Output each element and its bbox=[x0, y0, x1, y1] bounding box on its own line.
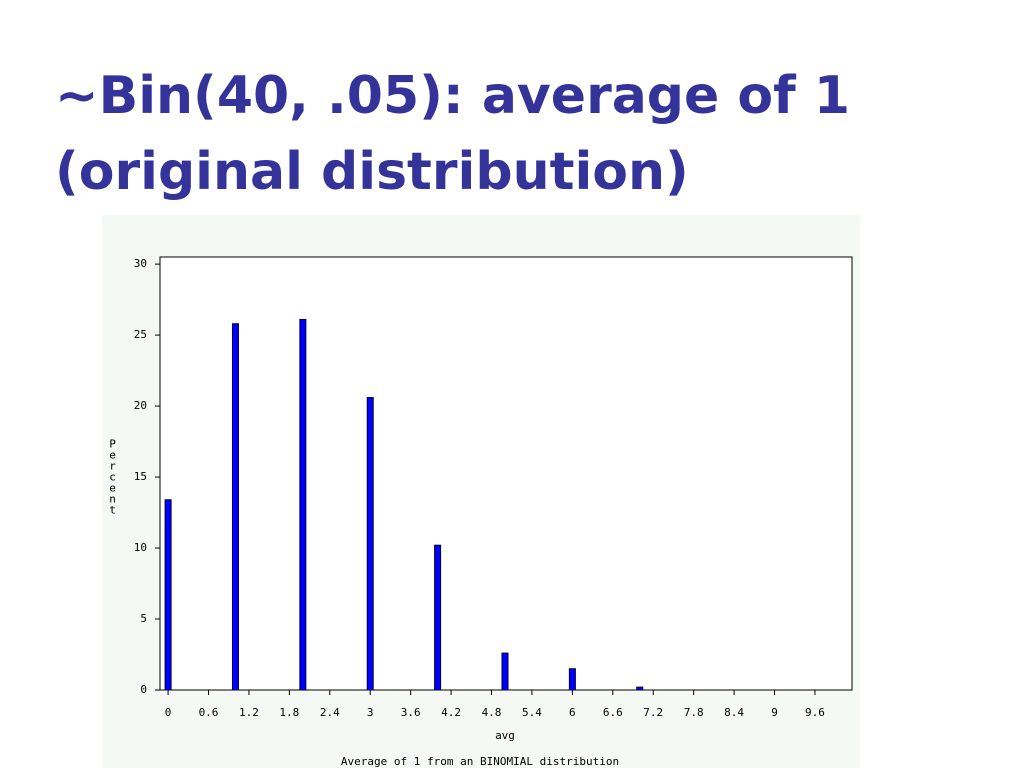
y-tick-label: 25 bbox=[134, 328, 147, 341]
slide-title: ~Bin(40, .05): average of 1 (original di… bbox=[55, 66, 851, 202]
x-axis-label: avg bbox=[495, 729, 515, 742]
bar bbox=[501, 652, 509, 691]
x-tick-label: 8.4 bbox=[724, 706, 744, 719]
x-tick-label: 0.6 bbox=[199, 706, 219, 719]
x-tick-label: 7.8 bbox=[684, 706, 704, 719]
bar bbox=[434, 544, 442, 691]
x-tick-label: 5.4 bbox=[522, 706, 542, 719]
x-tick-label: 9 bbox=[771, 706, 778, 719]
x-tick-label: 3.6 bbox=[401, 706, 421, 719]
y-tick-label: 5 bbox=[140, 612, 147, 625]
bar bbox=[164, 499, 172, 691]
x-tick-label: 2.4 bbox=[320, 706, 340, 719]
y-tick-label: 0 bbox=[140, 683, 147, 696]
y-axis-label: Percent bbox=[106, 438, 119, 515]
x-tick-label: 4.2 bbox=[441, 706, 461, 719]
x-tick-label: 1.8 bbox=[279, 706, 299, 719]
x-tick-label: 9.6 bbox=[805, 706, 825, 719]
bar bbox=[299, 318, 307, 691]
x-tick-label: 4.8 bbox=[482, 706, 502, 719]
bar bbox=[568, 668, 576, 691]
x-tick-label: 0 bbox=[165, 706, 172, 719]
x-tick-label: 7.2 bbox=[643, 706, 663, 719]
footnote: Average of 1 from an BINOMIAL distributi… bbox=[341, 755, 619, 768]
bar bbox=[366, 397, 374, 691]
x-tick-label: 1.2 bbox=[239, 706, 259, 719]
x-tick-label: 6.6 bbox=[603, 706, 623, 719]
x-tick-label: 3 bbox=[367, 706, 374, 719]
x-tick-label: 6 bbox=[569, 706, 576, 719]
plot-frame bbox=[159, 256, 853, 691]
bar bbox=[636, 686, 644, 691]
bar bbox=[231, 323, 239, 691]
y-tick-label: 20 bbox=[134, 399, 147, 412]
y-tick-label: 30 bbox=[134, 257, 147, 270]
y-tick-label: 10 bbox=[134, 541, 147, 554]
y-tick-label: 15 bbox=[134, 470, 147, 483]
